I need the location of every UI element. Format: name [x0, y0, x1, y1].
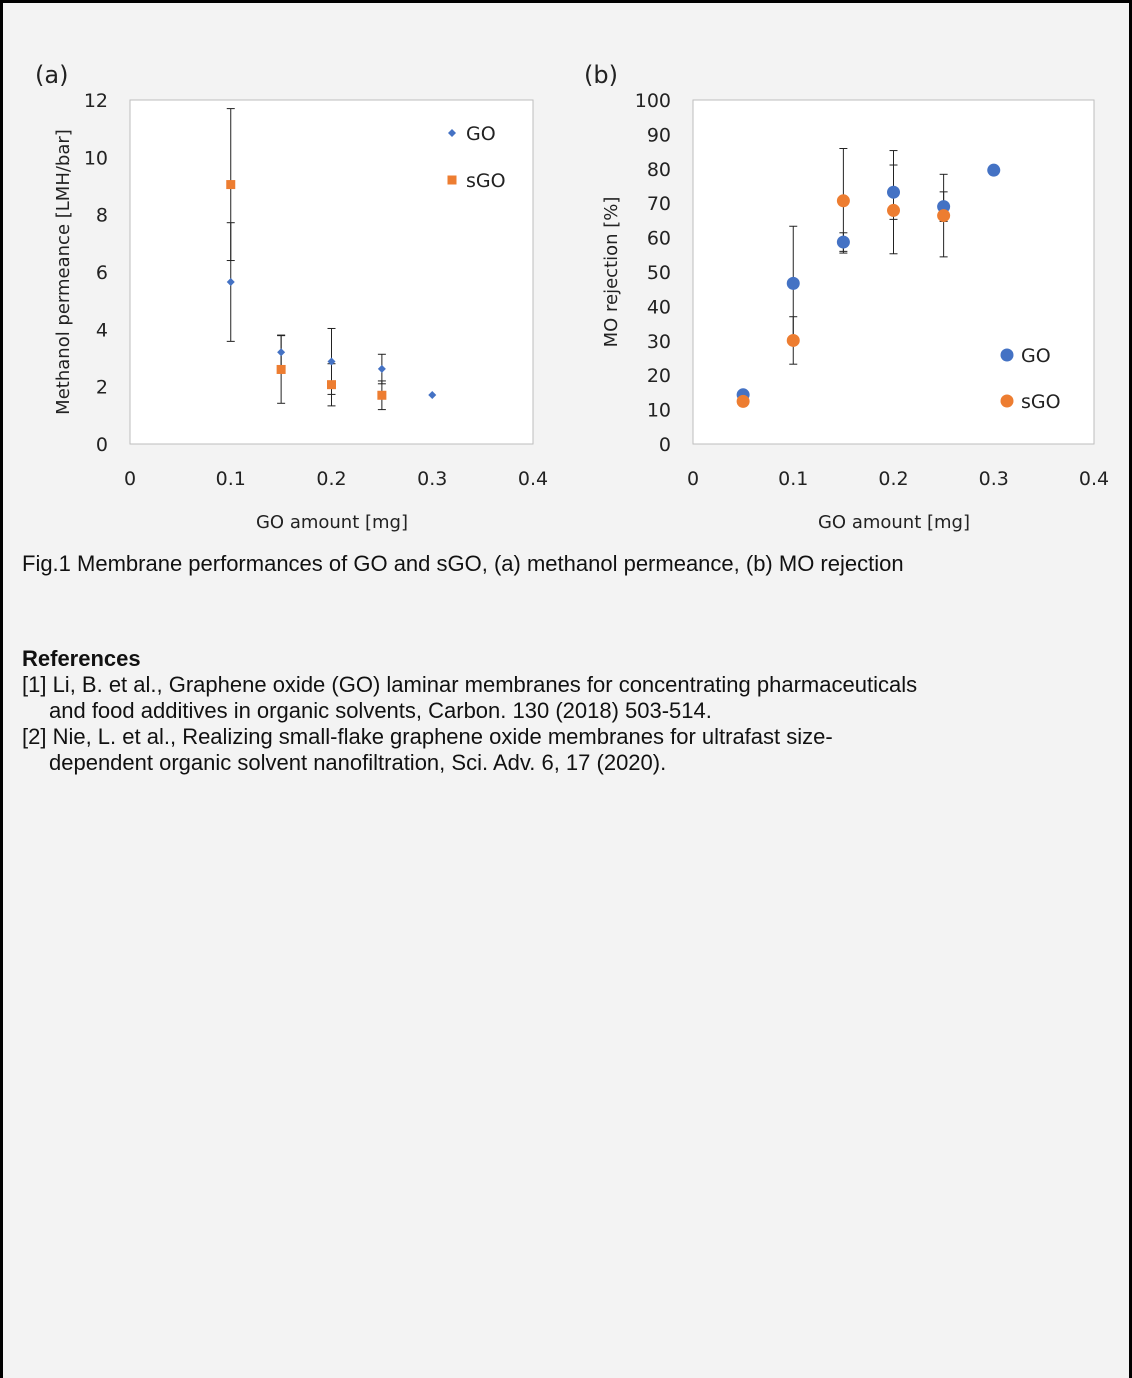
y-tick-label: 100: [635, 90, 671, 112]
y-tick-label: 10: [647, 400, 671, 422]
legend-marker-sgo: [447, 175, 457, 185]
y-tick-label: 2: [96, 377, 108, 399]
y-tick-label: 20: [647, 365, 671, 387]
chart-panel-a: (a) 0 2 4 6 8 10 12 0 0.1 0.2 0.3 0.4 GO sGO GO amo…: [35, 61, 548, 533]
panel-label-b: (b): [584, 61, 618, 89]
go-point: [277, 348, 286, 357]
go-point: [987, 163, 1001, 177]
y-tick-label: 30: [647, 331, 671, 353]
sgo-point: [276, 364, 286, 374]
reference-line: [2] Nie, L. et al., Realizing small-flak…: [22, 724, 833, 749]
y-tick-label: 50: [647, 262, 671, 284]
sgo-point: [887, 203, 900, 217]
x-tick-label: 0.3: [417, 468, 447, 490]
y-tick-label: 12: [84, 90, 108, 112]
charts-canvas: (a) 0 2 4 6 8 10 12 0 0.1 0.2 0.3 0.4 GO sGO GO amo…: [35, 61, 1109, 533]
y-tick-label: 8: [96, 205, 108, 227]
go-point: [226, 278, 235, 287]
sgo-point: [836, 194, 850, 208]
data-marks-a: [226, 108, 437, 411]
x-tick-label: 0.4: [518, 468, 548, 490]
figure-caption: Fig.1 Membrane performances of GO and sG…: [22, 551, 904, 576]
y-ticks-b: 0 10 20 30 40 50 60 70 80 90 100: [635, 90, 671, 456]
x-tick-label: 0: [687, 468, 699, 490]
legend-b: GO sGO: [1000, 345, 1061, 413]
legend-label-go: GO: [1021, 345, 1051, 367]
go-point: [836, 235, 850, 249]
x-axis-label-a: GO amount [mg]: [256, 512, 408, 533]
x-tick-label: 0: [124, 468, 136, 490]
legend-label-go: GO: [466, 123, 496, 145]
reference-line: dependent organic solvent nanofiltration…: [49, 750, 667, 775]
y-axis-label-b: MO rejection [%]: [601, 197, 622, 348]
x-axis-label-b: GO amount [mg]: [818, 512, 970, 533]
sgo-point: [327, 380, 336, 390]
y-tick-label: 10: [84, 147, 108, 169]
chart-panel-b: (b) 0 10 20 30 40 50 60 70 80 90 100 0 0.1 0.2 0.3 0.4…: [584, 61, 1109, 533]
y-tick-label: 90: [647, 124, 671, 146]
sgo-point: [226, 180, 236, 190]
x-tick-label: 0.3: [979, 468, 1009, 490]
go-point: [377, 364, 386, 373]
y-ticks-a: 0 2 4 6 8 10 12: [84, 90, 108, 456]
x-tick-label: 0.1: [778, 468, 808, 490]
reference-item: [1] Li, B. et al., Graphene oxide (GO) l…: [22, 672, 1122, 724]
sgo-point: [786, 333, 800, 347]
panel-label-a: (a): [35, 61, 68, 89]
data-marks-b: [736, 148, 1001, 408]
plot-area-a: [129, 99, 534, 445]
references-heading: References: [22, 646, 141, 671]
y-tick-label: 80: [647, 159, 671, 181]
reference-line: and food additives in organic solvents, …: [49, 698, 712, 723]
sgo-point: [377, 390, 387, 400]
legend-marker-go: [1000, 348, 1014, 362]
x-tick-label: 0.4: [1079, 468, 1109, 490]
reference-item: [2] Nie, L. et al., Realizing small-flak…: [22, 724, 1122, 776]
go-point: [887, 185, 900, 199]
go-point: [786, 276, 800, 290]
legend-a: GO sGO: [447, 123, 506, 192]
y-tick-label: 4: [96, 319, 108, 341]
y-tick-label: 40: [647, 296, 671, 318]
reference-line: [1] Li, B. et al., Graphene oxide (GO) l…: [22, 672, 918, 697]
sgo-point: [736, 394, 750, 408]
x-ticks-a: 0 0.1 0.2 0.3 0.4: [124, 468, 548, 490]
y-tick-label: 70: [647, 193, 671, 215]
x-tick-label: 0.2: [316, 468, 346, 490]
y-tick-label: 60: [647, 228, 671, 250]
y-tick-label: 6: [96, 262, 108, 284]
x-ticks-b: 0 0.1 0.2 0.3 0.4: [687, 468, 1109, 490]
legend-label-sgo: sGO: [1021, 391, 1061, 413]
go-point: [428, 390, 437, 399]
y-axis-label-a: Methanol permeance [LMH/bar]: [53, 129, 74, 415]
x-tick-label: 0.1: [216, 468, 246, 490]
legend-marker-go: [448, 129, 456, 137]
y-tick-label: 0: [96, 434, 108, 456]
y-tick-label: 0: [659, 434, 671, 456]
go-point: [937, 200, 951, 214]
legend-label-sgo: sGO: [466, 170, 506, 192]
x-tick-label: 0.2: [878, 468, 908, 490]
go-point: [327, 357, 336, 366]
sgo-point: [937, 209, 951, 223]
legend-marker-sgo: [1000, 394, 1014, 408]
